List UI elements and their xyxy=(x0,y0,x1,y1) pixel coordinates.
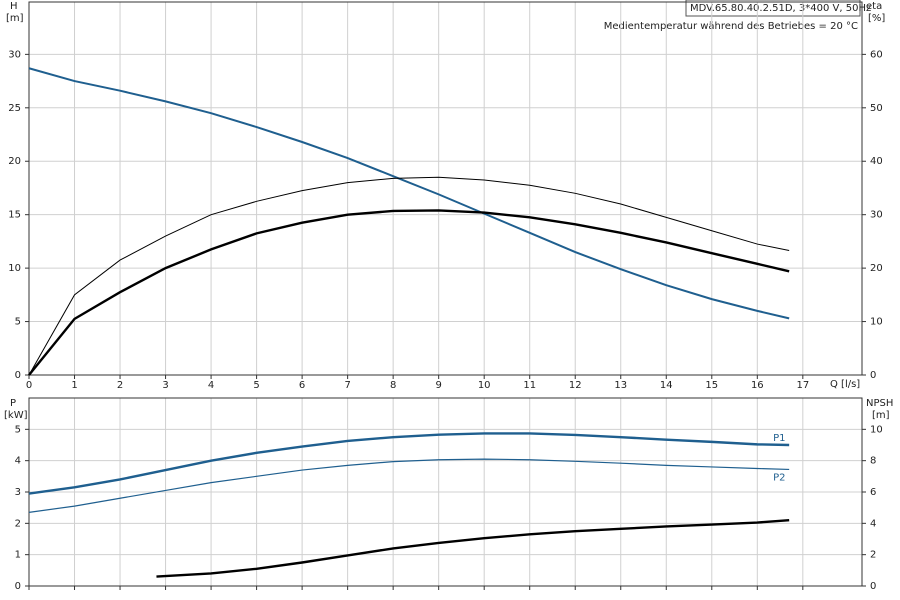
x-tick-label: 12 xyxy=(569,380,582,391)
y2-tick-label: 50 xyxy=(870,103,883,114)
curve xyxy=(28,67,790,320)
x-tick-label: 10 xyxy=(478,380,491,391)
y2-tick-label: 0 xyxy=(870,581,876,592)
y-unit: [kW] xyxy=(4,410,28,421)
x-tick-label: 1 xyxy=(71,380,77,391)
y-label: P xyxy=(10,398,16,409)
series-label: P2 xyxy=(773,472,785,483)
y-tick-label: 10 xyxy=(8,263,21,274)
y-tick-label: 1 xyxy=(15,550,21,561)
x-tick-label: 11 xyxy=(523,380,536,391)
y2-tick-label: 60 xyxy=(870,49,883,60)
curve xyxy=(28,458,790,513)
y2-tick-label: 0 xyxy=(870,370,876,381)
x-tick-label: 7 xyxy=(344,380,350,391)
x-tick-label: 13 xyxy=(614,380,627,391)
x-tick-label: 3 xyxy=(162,380,168,391)
y2-label: eta xyxy=(866,1,882,12)
y-tick-label: 4 xyxy=(15,456,21,467)
x-tick-label: 15 xyxy=(705,380,718,391)
y-tick-label: 0 xyxy=(15,370,21,381)
y2-tick-label: 2 xyxy=(870,550,876,561)
x-tick-label: 2 xyxy=(117,380,123,391)
y-tick-label: 30 xyxy=(8,49,21,60)
y-tick-label: 15 xyxy=(8,210,21,221)
y-tick-label: 20 xyxy=(8,156,21,167)
y-tick-label: 5 xyxy=(15,424,21,435)
y-tick-label: 0 xyxy=(15,581,21,592)
y2-unit: [m] xyxy=(872,410,890,421)
x-tick-label: 14 xyxy=(660,380,673,391)
series-label: P1 xyxy=(773,433,785,444)
curve xyxy=(156,519,790,578)
x-label: Q [l/s] xyxy=(830,379,860,390)
y2-tick-label: 10 xyxy=(870,317,883,328)
y-unit: [m] xyxy=(6,13,24,24)
x-tick-label: 0 xyxy=(26,380,32,391)
chart-title: MDV.65.80.40.2.51D, 3*400 V, 50Hz xyxy=(690,3,871,14)
x-tick-label: 8 xyxy=(390,380,396,391)
x-tick-label: 4 xyxy=(208,380,214,391)
y-label: H xyxy=(10,1,18,12)
title-box xyxy=(685,0,861,17)
y2-label: NPSH xyxy=(866,398,893,409)
y2-tick-label: 6 xyxy=(870,487,876,498)
y-tick-label: 2 xyxy=(15,518,21,529)
x-tick-label: 17 xyxy=(796,380,809,391)
y2-tick-label: 4 xyxy=(870,518,876,529)
curve xyxy=(28,209,790,376)
x-tick-label: 9 xyxy=(435,380,441,391)
y2-unit: [%] xyxy=(868,13,885,24)
y2-tick-label: 40 xyxy=(870,156,883,167)
y-tick-label: 3 xyxy=(15,487,21,498)
plot-frame xyxy=(28,1,863,376)
y2-tick-label: 10 xyxy=(870,424,883,435)
x-tick-label: 6 xyxy=(299,380,305,391)
y2-tick-label: 30 xyxy=(870,210,883,221)
curve xyxy=(28,176,790,376)
curve xyxy=(28,432,790,495)
y-tick-label: 5 xyxy=(15,317,21,328)
x-tick-label: 5 xyxy=(253,380,259,391)
plot-frame xyxy=(28,397,863,587)
y-tick-label: 25 xyxy=(8,103,21,114)
chart-subtitle: Medientemperatur während des Betriebes =… xyxy=(604,21,858,32)
x-tick-label: 16 xyxy=(751,380,764,391)
y2-tick-label: 8 xyxy=(870,456,876,467)
y2-tick-label: 20 xyxy=(870,263,883,274)
